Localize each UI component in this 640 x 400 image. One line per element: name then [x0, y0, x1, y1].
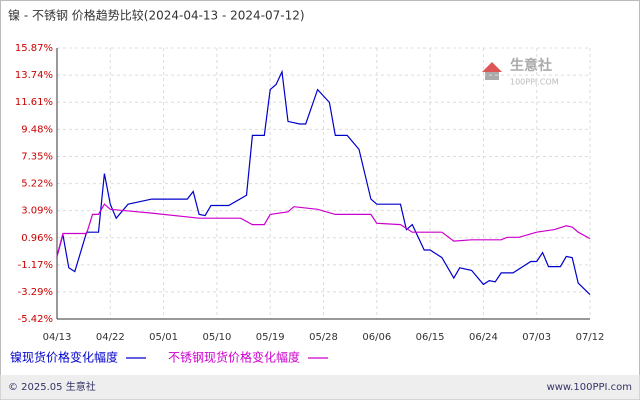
x-tick-label: 07/03 [522, 332, 551, 343]
watermark: 生意社 100PPI.COM [482, 57, 559, 87]
y-tick-label: -3.29% [18, 287, 53, 298]
y-tick-label: 13.74% [15, 70, 53, 81]
logo-roof [482, 62, 502, 72]
y-tick-label: -5.42% [18, 314, 53, 325]
x-tick-label: 05/28 [309, 332, 338, 343]
watermark-name: 生意社 [510, 57, 552, 74]
x-tick-label: 04/22 [96, 332, 125, 343]
logo-house [485, 72, 499, 80]
x-tick-label: 05/19 [256, 332, 285, 343]
legend-label: 不锈钢现货价格变化幅度 [168, 350, 300, 365]
y-tick-label: 15.87% [15, 43, 53, 54]
y-tick-label: 5.22% [21, 179, 53, 190]
legend-label: 镍现货价格变化幅度 [10, 350, 118, 365]
footer-bar [0, 375, 640, 400]
y-tick-label: 0.96% [21, 233, 53, 244]
chart-title: 镍 - 不锈钢 价格趋势比较(2024-04-13 - 2024-07-12) [8, 8, 305, 23]
footer-right: www.100PPI.com [547, 382, 632, 393]
x-tick-label: 07/12 [576, 332, 605, 343]
watermark-site: 100PPI.COM [510, 78, 559, 87]
y-tick-label: 11.61% [15, 97, 53, 108]
y-tick-label: 7.35% [21, 151, 53, 162]
x-tick-label: 05/10 [202, 332, 231, 343]
x-tick-label: 06/15 [416, 332, 445, 343]
x-tick-label: 06/06 [362, 332, 391, 343]
y-tick-label: 9.48% [21, 124, 53, 135]
series-line [56, 203, 591, 257]
series-line [56, 69, 591, 296]
y-tick-label: 3.09% [21, 206, 53, 217]
x-tick-label: 05/01 [149, 332, 178, 343]
y-tick-label: -1.17% [18, 260, 53, 271]
x-tick-label: 06/24 [469, 332, 498, 343]
x-tick-label: 04/13 [43, 332, 72, 343]
footer-left: © 2025.05 生意社 [8, 380, 96, 393]
